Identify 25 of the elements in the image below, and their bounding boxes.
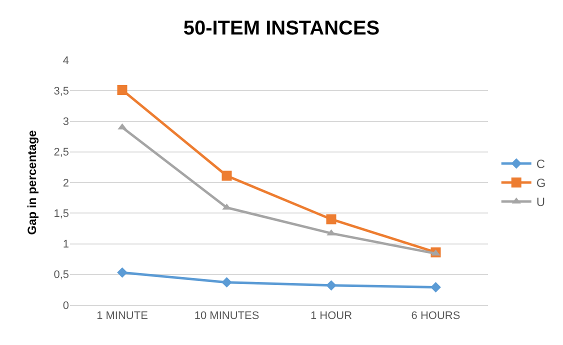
point (222, 277, 232, 288)
legend-label: C (536, 157, 546, 172)
y-tick-label: 4 (62, 54, 69, 67)
y-tick-label: 2 (62, 177, 69, 190)
point (222, 170, 232, 181)
y-tick-label: 1 (62, 238, 69, 251)
chart-title: 50-ITEM INSTANCES (183, 18, 380, 40)
y-tick-label: 3 (62, 116, 69, 128)
legend-label: G (536, 176, 546, 190)
point (430, 282, 441, 292)
y-axis-title: Gap in percentage (25, 130, 39, 235)
x-tick-label: 1 MINUTE (96, 310, 148, 322)
y-tick-label: 0 (62, 300, 69, 312)
x-tick-label: 10 MINUTES (194, 310, 260, 322)
x-tick-label: 6 HOURS (411, 310, 460, 322)
x-tick-label: 1 HOUR (310, 310, 352, 322)
y-tick-label: 0,5 (54, 269, 69, 282)
y-tick-label: 1,5 (54, 208, 69, 220)
legend-label: U (536, 195, 546, 210)
y-tick-label: 2,5 (54, 146, 69, 159)
y-tick-label: 3,5 (54, 85, 69, 98)
point (117, 267, 128, 278)
point (326, 214, 336, 224)
point (326, 280, 336, 291)
point (117, 85, 128, 96)
